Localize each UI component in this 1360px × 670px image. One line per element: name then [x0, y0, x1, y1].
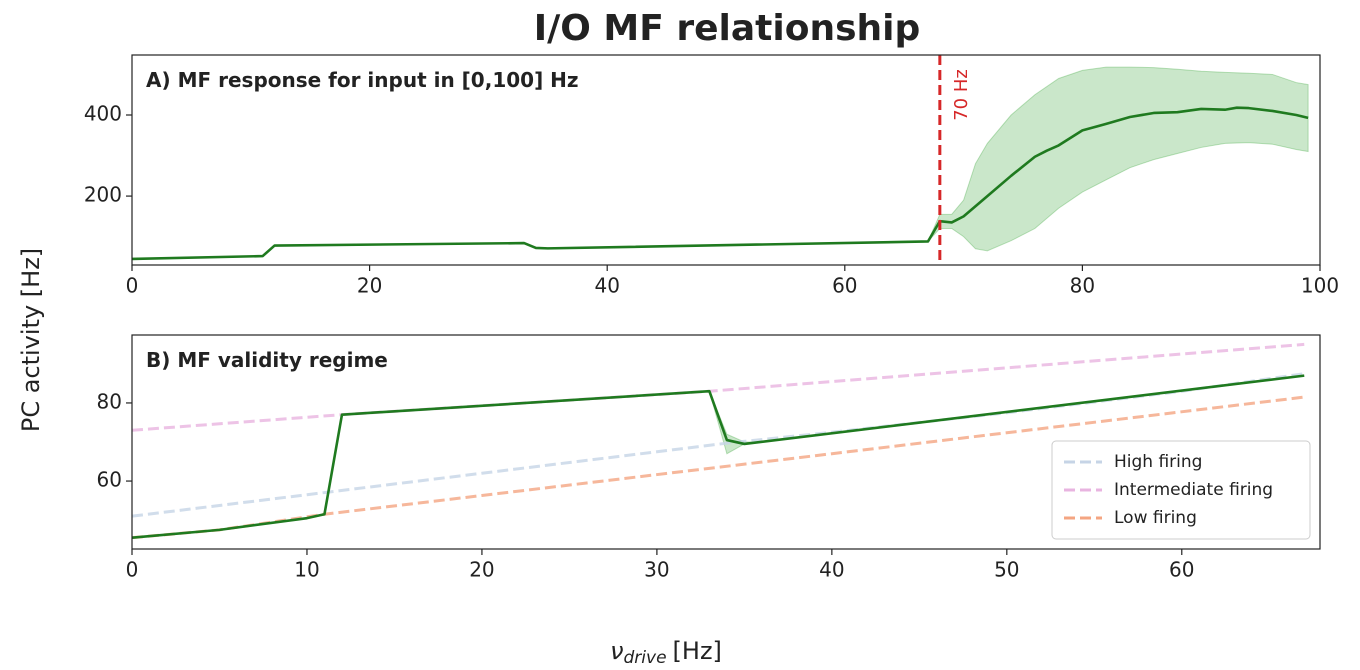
x-tick-label: 60 — [1169, 558, 1194, 582]
plot-area — [132, 342, 1305, 540]
y-tick-label: 80 — [97, 389, 122, 413]
legend-label: High firing — [1114, 452, 1202, 472]
figure-title: I/O MF relationship — [534, 8, 921, 49]
series-line — [132, 374, 1305, 539]
confidence-band — [927, 66, 1309, 252]
x-tick-label: 100 — [1301, 274, 1339, 298]
x-tick-label: 40 — [819, 558, 844, 582]
x-label-subscript: drive — [624, 648, 667, 668]
x-tick-label: 40 — [594, 274, 619, 298]
confidence-band — [708, 391, 762, 455]
plot-area — [132, 66, 1309, 261]
panel-title: A) MF response for input in [0,100] Hz — [146, 68, 579, 92]
y-tick-label: 200 — [84, 183, 122, 207]
legend-label: Intermediate firing — [1114, 480, 1273, 500]
x-tick-label: 10 — [294, 558, 319, 582]
y-tick-label: 60 — [97, 468, 122, 492]
axes-frame — [131, 54, 1321, 266]
x-tick-label: 0 — [126, 274, 139, 298]
x-label-unit: [Hz] — [673, 637, 722, 665]
legend-box — [1051, 440, 1311, 540]
x-tick-label: 30 — [644, 558, 669, 582]
legend-label: Low firing — [1114, 508, 1197, 528]
y-tick-label: 400 — [84, 102, 122, 126]
x-tick-label: 20 — [469, 558, 494, 582]
x-tick-label: 80 — [1070, 274, 1095, 298]
y-axis-label: PC activity [Hz] — [17, 248, 45, 432]
x-axis-label: νdrive [Hz] — [610, 637, 722, 668]
reference-label: 70 Hz — [951, 69, 972, 121]
panel-title: B) MF validity regime — [146, 348, 388, 372]
x-tick-label: 0 — [126, 558, 139, 582]
x-tick-label: 60 — [832, 274, 857, 298]
axes-frame — [131, 334, 1321, 550]
series-line — [132, 106, 1309, 261]
x-tick-label: 50 — [994, 558, 1019, 582]
x-label-symbol: ν — [610, 637, 623, 665]
x-tick-label: 20 — [357, 274, 382, 298]
